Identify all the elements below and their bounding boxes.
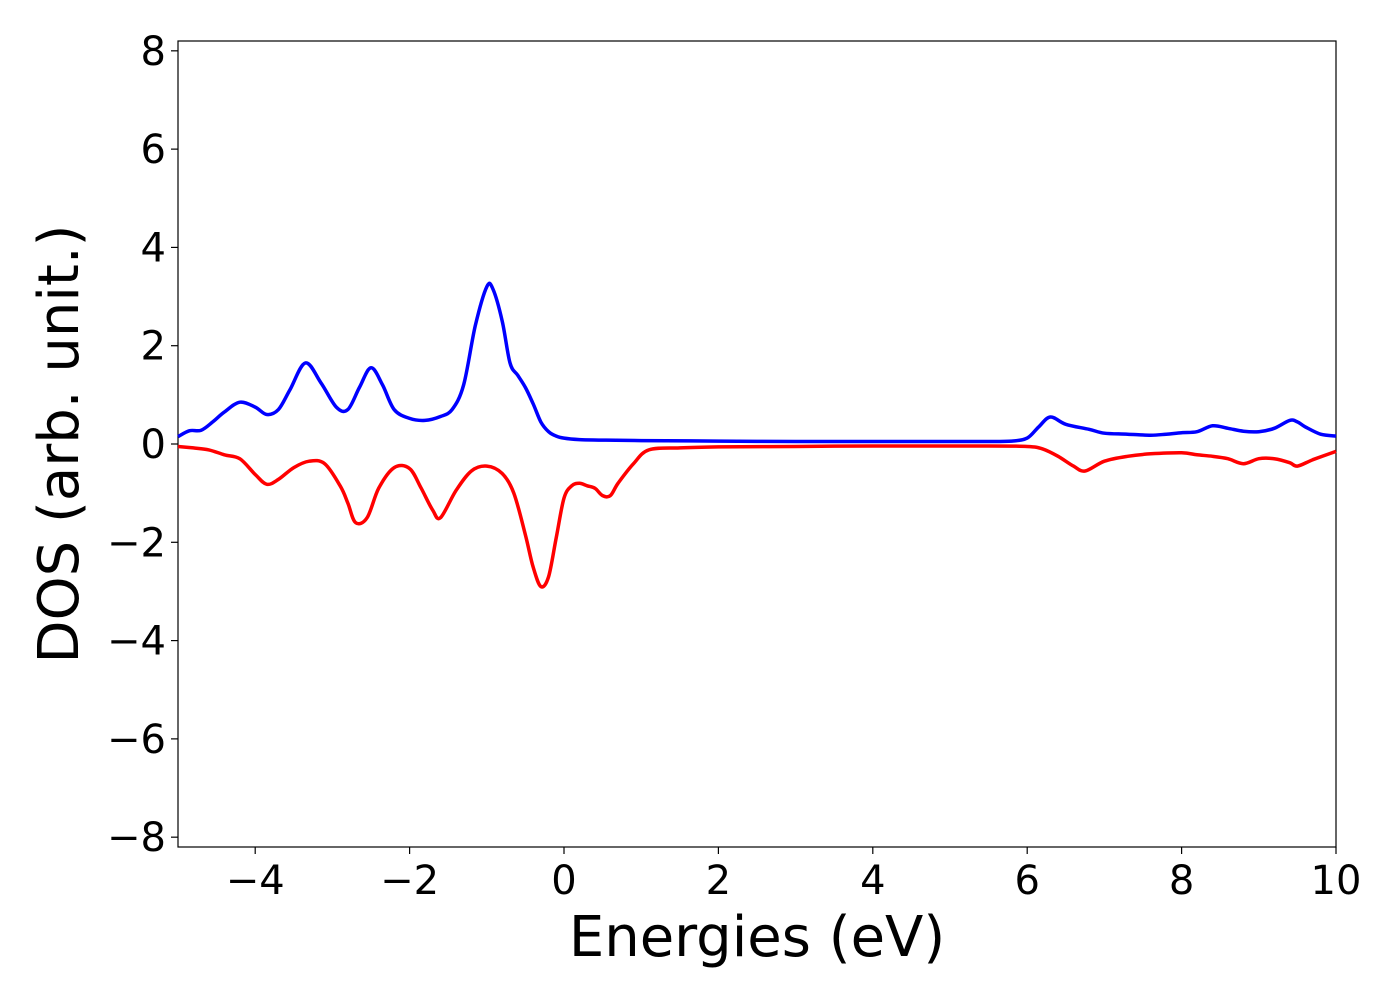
x-tick-label: 6 [1014,858,1039,904]
y-tick-label: 6 [141,127,166,173]
y-tick-label: 8 [141,29,166,75]
x-tick-label: 10 [1311,858,1362,904]
x-tick-label: 0 [551,858,576,904]
x-tick-label: −2 [380,858,439,904]
y-axis-ticks: −8 −6 −4 −2 0 2 4 6 8 [107,29,178,861]
series-line-blue [177,281,1337,444]
y-axis-label: DOS (arb. unit.) [27,224,92,663]
x-tick-label: 8 [1169,858,1194,904]
y-tick-label: −4 [107,619,166,665]
series-line-red [177,444,1337,589]
x-tick-label: 4 [860,858,885,904]
x-tick-label: 2 [706,858,731,904]
y-tick-label: −6 [107,717,166,763]
x-axis-ticks: −4 −2 0 2 4 6 8 10 [226,847,1362,904]
series-layer [177,281,1337,589]
plot-area [177,40,1337,848]
x-tick-label: −4 [226,858,285,904]
y-tick-label: −2 [107,520,166,566]
y-tick-label: 4 [141,225,166,271]
x-axis-label: Energies (eV) [569,905,945,970]
y-tick-label: 0 [141,422,166,468]
y-tick-label: −8 [107,815,166,861]
y-tick-label: 2 [141,324,166,370]
